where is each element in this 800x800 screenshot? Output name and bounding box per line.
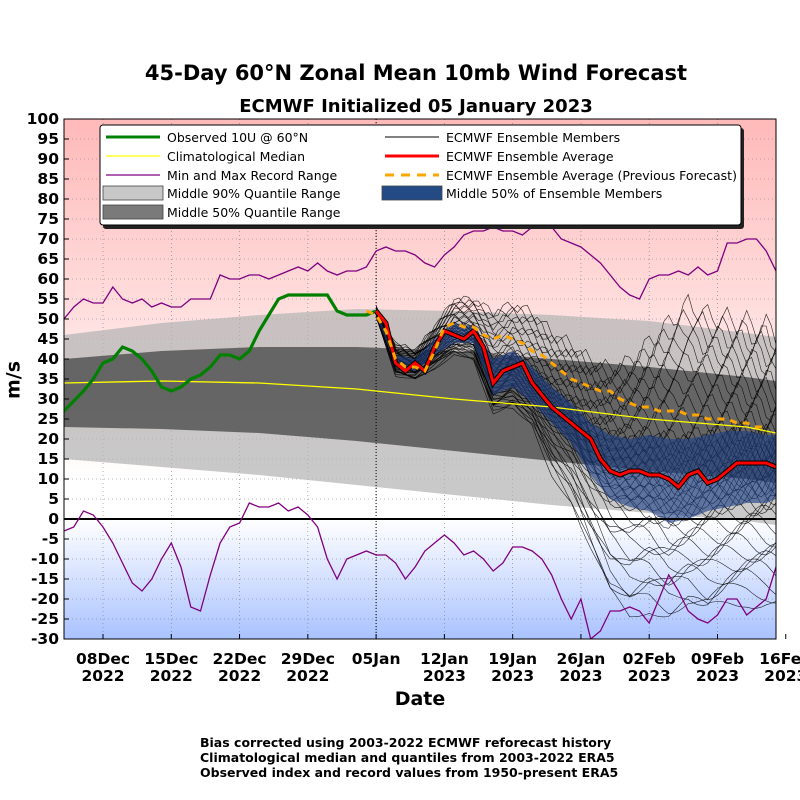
- y-tick-label: 60: [37, 270, 59, 288]
- legend-label-clim_median: Climatological Median: [167, 149, 305, 164]
- y-tick-label: -5: [42, 530, 59, 548]
- ensemble-member-line: [375, 313, 776, 587]
- legend-label-ens_avg: ECMWF Ensemble Average: [446, 149, 614, 164]
- ensemble-member-line: [375, 316, 776, 567]
- y-tick-label: 30: [37, 390, 59, 408]
- x-tick-label: 05Jan: [352, 650, 401, 668]
- y-tick-label: 35: [37, 370, 59, 388]
- ensemble-member-line: [375, 312, 776, 575]
- x-tick-label: 15Dec: [144, 650, 198, 668]
- ensemble-member-line: [375, 313, 776, 606]
- legend-swatch-q90: [102, 185, 164, 201]
- x-tick-label: 29Dec: [281, 650, 335, 668]
- ensemble-member-line: [375, 293, 776, 377]
- y-tick-label: 40: [37, 350, 59, 368]
- legend-swatch-ens50: [381, 185, 443, 201]
- legend-label-observed: Observed 10U @ 60°N: [167, 130, 308, 145]
- y-tick-label: 75: [37, 210, 59, 228]
- x-tick-label-year: 2023: [559, 667, 602, 685]
- y-tick-label: -30: [31, 630, 59, 648]
- chart-subtitle: ECMWF Initialized 05 January 2023: [239, 96, 593, 117]
- y-tick-label: 70: [37, 230, 59, 248]
- legend-label-ens50: Middle 50% of Ensemble Members: [446, 186, 662, 201]
- x-axis-label: Date: [395, 688, 446, 710]
- x-tick-label: 08Dec: [76, 650, 130, 668]
- x-tick-label: 26Jan: [557, 650, 606, 668]
- ensemble-member-line: [375, 299, 776, 388]
- x-tick-label: 12Jan: [420, 650, 469, 668]
- x-tick-label-year: 2022: [286, 667, 329, 685]
- ensemble-50-band: [376, 311, 776, 523]
- legend: Observed 10U @ 60°N Climatological Median…: [99, 124, 744, 229]
- plot-area: [64, 119, 776, 639]
- x-tick-label: 02Feb: [623, 650, 676, 668]
- y-tick-label: 100: [27, 110, 60, 128]
- legend-swatch-q50: [102, 204, 164, 220]
- x-tick-label-year: 2023: [491, 667, 534, 685]
- legend-label-q50: Middle 50% Quantile Range: [167, 205, 341, 220]
- observed-line: [64, 293, 377, 413]
- y-tick-label: 20: [37, 430, 59, 448]
- y-tick-label: -25: [31, 610, 59, 628]
- x-tick-label: 09Feb: [691, 650, 744, 668]
- y-tick-label: 45: [37, 330, 59, 348]
- x-tick-label: 19Jan: [488, 650, 537, 668]
- y-tick-label: -10: [31, 550, 59, 568]
- y-tick-label: -20: [31, 590, 59, 608]
- footnote-bias: Bias corrected using 2003-2022 ECMWF ref…: [200, 735, 612, 750]
- legend-label-q90: Middle 90% Quantile Range: [167, 186, 341, 201]
- y-tick-label: 65: [37, 250, 59, 268]
- x-tick-label-year: 2022: [81, 667, 124, 685]
- x-tick-label: 22Dec: [212, 650, 266, 668]
- legend-label-record: Min and Max Record Range: [167, 168, 338, 183]
- y-tick-label: 55: [37, 290, 59, 308]
- y-axis-label: m/s: [3, 361, 25, 399]
- footnote-observed: Observed index and record values from 19…: [200, 765, 619, 780]
- y-tick-label: -15: [31, 570, 59, 588]
- y-tick-label: 0: [48, 510, 59, 528]
- ensemble-member-line: [375, 307, 776, 411]
- y-tick-label: 15: [37, 450, 59, 468]
- axes: 1009590858075706560555045403530252015105…: [27, 110, 800, 685]
- legend-label-ens_prev: ECMWF Ensemble Average (Previous Forecas…: [446, 168, 737, 183]
- ensemble-member-line: [375, 316, 776, 556]
- record-max-line: [64, 218, 776, 320]
- y-tick-label: 80: [37, 190, 59, 208]
- x-tick-label-year: 2023: [696, 667, 739, 685]
- x-tick-label: 16Feb: [759, 650, 800, 668]
- ensemble-member-line: [375, 297, 776, 385]
- y-tick-label: 50: [37, 310, 59, 328]
- y-tick-label: 90: [37, 150, 59, 168]
- x-tick-label-year: 2023: [628, 667, 671, 685]
- x-tick-label-year: 2023: [764, 667, 800, 685]
- ensemble-member-line: [375, 312, 776, 557]
- chart-title: 45-Day 60°N Zonal Mean 10mb Wind Forecas…: [145, 61, 687, 85]
- record-min-line: [64, 502, 776, 639]
- y-tick-label: 85: [37, 170, 59, 188]
- x-tick-label-year: 2022: [218, 667, 261, 685]
- ens-prev-line: [365, 309, 767, 429]
- y-tick-label: 95: [37, 130, 59, 148]
- x-tick-label-year: 2023: [423, 667, 466, 685]
- y-tick-label: 10: [37, 470, 59, 488]
- footnote-climatology: Climatological median and quantiles from…: [200, 750, 615, 765]
- legend-label-members: ECMWF Ensemble Members: [446, 130, 620, 145]
- clim-median-line: [64, 380, 776, 434]
- ensemble-member-line: [375, 315, 776, 615]
- x-tick-label-year: 2022: [150, 667, 193, 685]
- y-tick-label: 5: [48, 490, 59, 508]
- y-tick-label: 25: [37, 410, 59, 428]
